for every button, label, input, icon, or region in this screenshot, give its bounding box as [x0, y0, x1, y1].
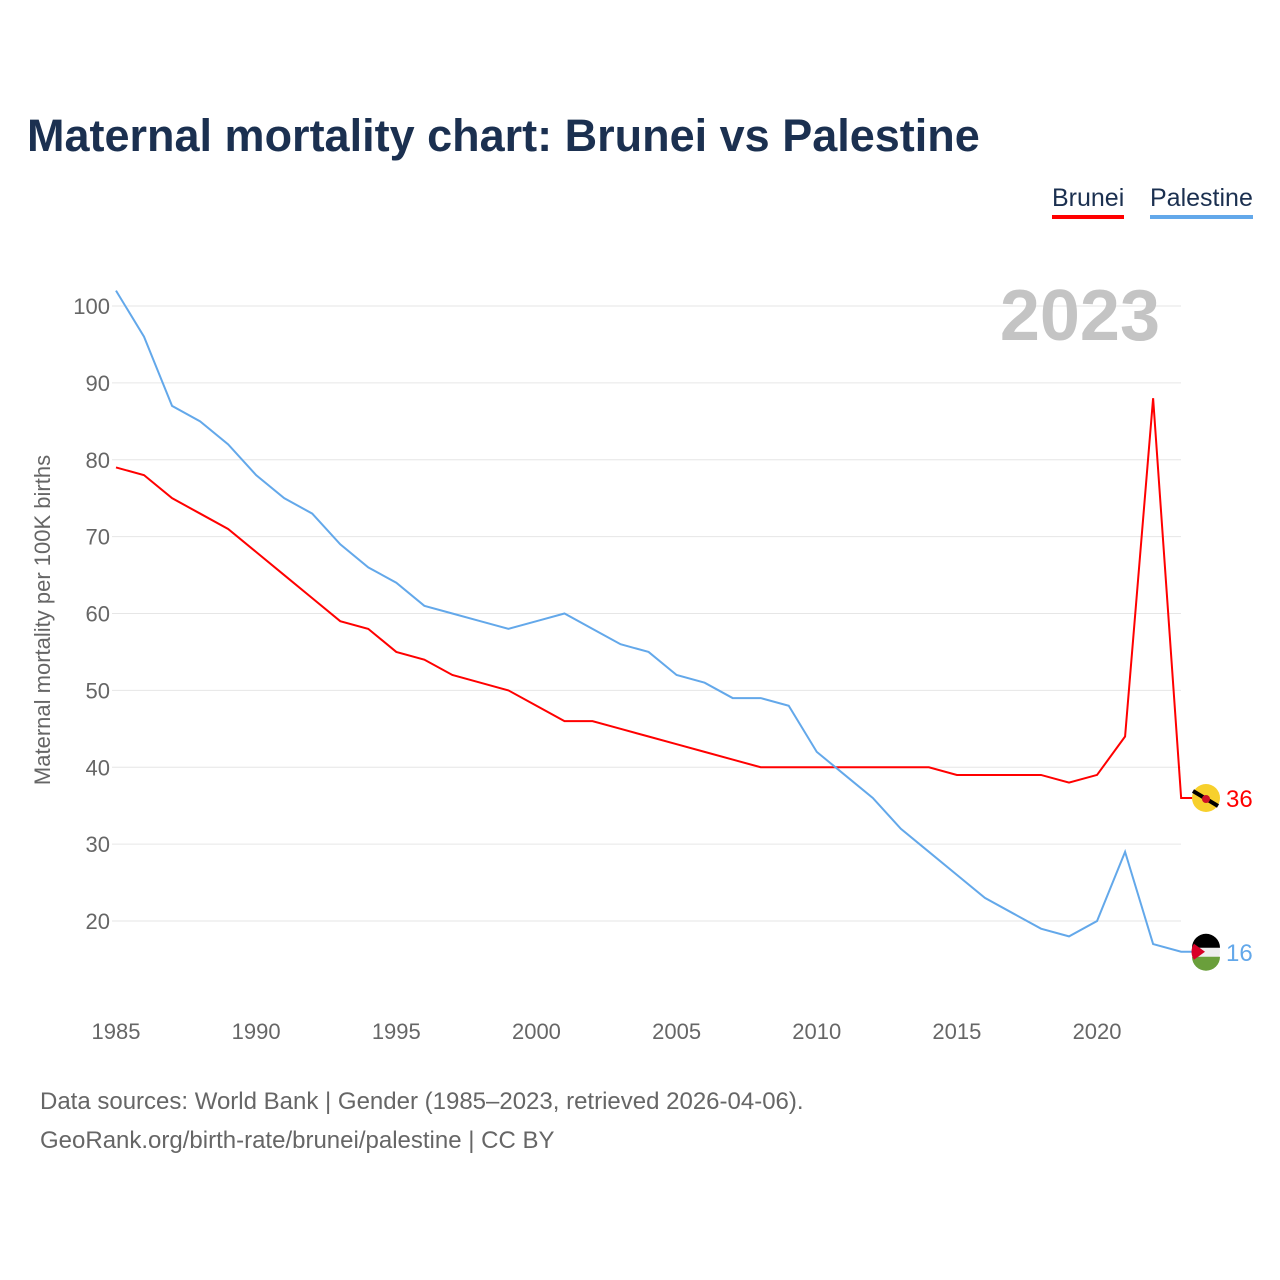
palestine-flag-red	[1191, 943, 1205, 960]
y-tick-label: 40	[86, 755, 110, 780]
source-link[interactable]: GeoRank.org/birth-rate/brunei/palestine …	[40, 1127, 555, 1154]
y-tick-label: 50	[86, 678, 110, 703]
y-tick-label: 20	[86, 909, 110, 934]
end-value-label: 16	[1226, 940, 1253, 967]
end-value-label: 36	[1226, 786, 1253, 813]
x-tick-label: 2020	[1073, 1019, 1122, 1044]
legend-palestine[interactable]: Palestine	[1150, 184, 1253, 219]
x-tick-label: 1990	[232, 1019, 281, 1044]
palestine-flag-black	[1192, 933, 1220, 948]
source-note: Data sources: World Bank | Gender (1985–…	[40, 1088, 804, 1115]
y-tick-label: 100	[73, 294, 110, 319]
x-tick-label: 2010	[792, 1019, 841, 1044]
y-tick-label: 80	[86, 448, 110, 473]
x-tick-label: 1995	[372, 1019, 421, 1044]
x-tick-label: 1985	[92, 1019, 141, 1044]
y-tick-label: 30	[86, 832, 110, 857]
y-tick-label: 90	[86, 371, 110, 396]
y-tick-label: 60	[86, 602, 110, 627]
x-tick-label: 2015	[932, 1019, 981, 1044]
series-line-palestine	[115, 290, 1196, 953]
year-label: 2023	[1000, 276, 1160, 356]
chart-title: Maternal mortality chart: Brunei vs Pale…	[27, 110, 980, 161]
legend-brunei[interactable]: Brunei	[1052, 184, 1125, 219]
palestine-flag-green	[1192, 956, 1220, 971]
x-tick-label: 2005	[652, 1019, 701, 1044]
x-tick-label: 2000	[512, 1019, 561, 1044]
brunei-flag-emblem	[1202, 795, 1210, 803]
y-axis-label: Maternal mortality per 100K births	[30, 455, 55, 785]
y-tick-label: 70	[86, 525, 110, 550]
series-line-brunei	[115, 398, 1196, 799]
